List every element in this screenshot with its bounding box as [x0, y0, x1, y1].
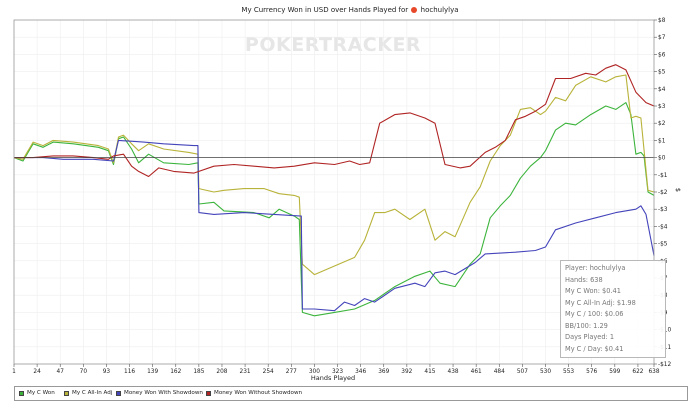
y-tick-label: -$2 — [658, 190, 668, 196]
x-tick-label: 185 — [193, 369, 204, 375]
legend: My C Won My C All-In Adj Money Won With … — [14, 386, 688, 401]
x-tick-label: 24 — [33, 369, 41, 375]
x-tick-label: 392 — [401, 369, 412, 375]
stats-box: Player: hochulylya Hands: 638 My C Won: … — [560, 260, 666, 358]
x-tick-label: 116 — [124, 369, 135, 375]
x-tick-label: 300 — [309, 369, 320, 375]
x-tick-label: 231 — [240, 369, 251, 375]
y-tick-label: $1 — [658, 138, 666, 144]
y-tick-label: -$5 — [658, 242, 668, 248]
x-tick-label: 70 — [80, 369, 88, 375]
x-tick-label: 507 — [517, 369, 528, 375]
y-tick-label: $6 — [658, 52, 666, 58]
x-tick-label: 162 — [170, 369, 181, 375]
stat-per-100: My C / 100: $0.06 — [565, 310, 624, 318]
y-tick-label: -$1 — [658, 173, 668, 179]
watermark: POKERTRACKER — [245, 34, 421, 56]
chart-title-player: hochulylya — [420, 6, 459, 14]
x-tick-label: 369 — [378, 369, 389, 375]
series-line-2 — [13, 74, 655, 276]
chart-title-text: My Currency Won in USD over Hands Played… — [241, 6, 409, 14]
stat-days: Days Played: 1 — [565, 333, 615, 341]
stat-player: Player: hochulylya — [565, 264, 626, 272]
y-tick-label: -$3 — [658, 207, 668, 213]
y-tick-label: -$4 — [658, 224, 668, 230]
legend-item-my-c-won[interactable]: My C Won — [19, 390, 55, 396]
x-tick-label: 93 — [103, 369, 111, 375]
stat-won: My C Won: $0.41 — [565, 287, 621, 295]
legend-label: My C Won — [27, 390, 55, 396]
y-tick-label: $7 — [658, 35, 666, 41]
y-tick-label: $5 — [658, 70, 666, 76]
x-tick-label: 599 — [609, 369, 620, 375]
x-tick-label: 47 — [57, 369, 65, 375]
x-tick-label: 277 — [286, 369, 297, 375]
legend-label: My C All-In Adj — [72, 390, 113, 396]
y-tick-label: $4 — [658, 87, 666, 93]
legend-swatch — [116, 390, 121, 396]
y-axis-label: $ — [674, 188, 682, 192]
x-axis-label: Hands Played — [311, 374, 355, 382]
stat-bb-100: BB/100: 1.29 — [565, 321, 608, 330]
series-line-4 — [14, 64, 655, 178]
legend-swatch — [19, 390, 24, 396]
legend-swatch — [64, 390, 69, 396]
series-line-3 — [14, 139, 655, 312]
legend-item-without-showdown[interactable]: Money Won Without Showdown — [206, 390, 302, 396]
x-tick-label: 254 — [263, 369, 274, 375]
series-group — [13, 64, 655, 317]
x-tick-label: 576 — [586, 369, 597, 375]
x-tick-label: 323 — [332, 369, 343, 375]
y-tick-label: $3 — [658, 104, 666, 110]
stat-hands: Hands: 638 — [565, 275, 603, 284]
chart-title: My Currency Won in USD over Hands Played… — [0, 6, 700, 14]
x-tick-label: 438 — [448, 369, 459, 375]
x-tick-label: 622 — [632, 369, 643, 375]
y-tick-label: $2 — [658, 121, 666, 127]
x-tick-label: 461 — [471, 369, 482, 375]
x-tick-label: 484 — [494, 369, 505, 375]
x-tick-label: 415 — [424, 369, 435, 375]
legend-swatch — [206, 390, 211, 396]
x-tick-label: 638 — [648, 369, 659, 375]
series-line-1 — [13, 102, 655, 317]
legend-item-my-c-all-in-adj[interactable]: My C All-In Adj — [64, 390, 112, 396]
stat-per-day: My C / Day: $0.41 — [565, 344, 624, 353]
stat-allin-adj: My C All-In Adj: $1.98 — [565, 298, 636, 307]
y-tick-label: $0 — [658, 156, 666, 162]
x-tick-label: 1 — [12, 369, 16, 375]
x-tick-label: 208 — [216, 369, 227, 375]
x-tick-label: 530 — [540, 369, 551, 375]
legend-item-showdown[interactable]: Money Won With Showdown — [116, 390, 203, 396]
flame-icon — [411, 7, 418, 13]
x-tick-label: 346 — [355, 369, 366, 375]
x-tick-label: 553 — [563, 369, 574, 375]
x-tick-label: 139 — [147, 369, 158, 375]
y-tick-label: $8 — [658, 18, 666, 24]
legend-label: Money Won Without Showdown — [214, 390, 303, 396]
y-tick-label: -$12 — [658, 362, 671, 368]
legend-label: Money Won With Showdown — [124, 390, 203, 396]
